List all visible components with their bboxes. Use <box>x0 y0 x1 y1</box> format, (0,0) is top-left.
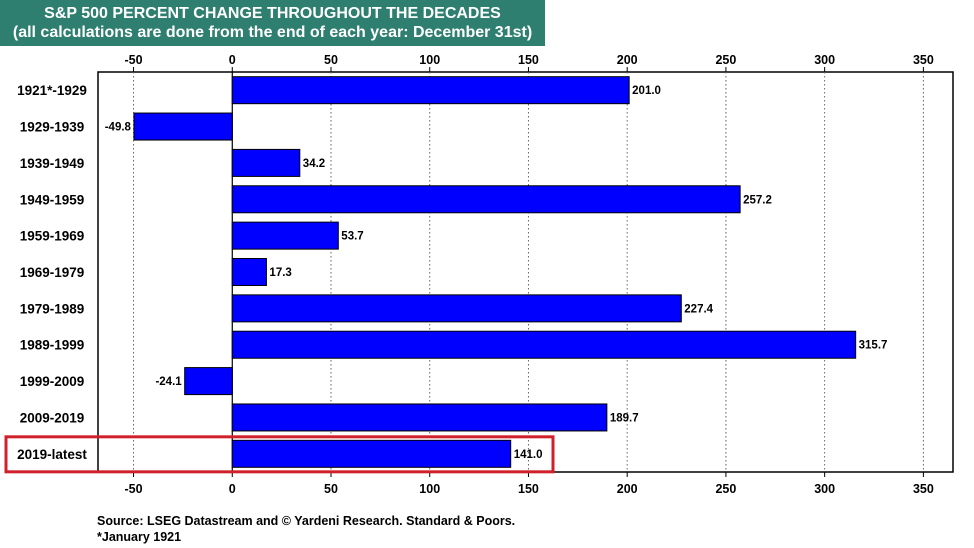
chart-title-box: S&P 500 PERCENT CHANGE THROUGHOUT THE DE… <box>0 0 545 46</box>
value-label: 53.7 <box>341 231 363 243</box>
category-label: 1939-1949 <box>20 156 85 171</box>
x-tick-label-bottom: 300 <box>814 482 835 496</box>
value-label: 17.3 <box>269 267 291 279</box>
x-tick-label-top: 250 <box>715 53 736 67</box>
x-tick-label-top: 350 <box>913 53 934 67</box>
value-label: 227.4 <box>684 303 713 315</box>
highlight-box <box>4 435 555 474</box>
value-label: 189.7 <box>610 412 639 424</box>
value-label: 315.7 <box>859 340 888 352</box>
source-note: Source: LSEG Datastream and © Yardeni Re… <box>97 514 516 528</box>
chart-subtitle: (all calculations are done from the end … <box>12 24 533 41</box>
category-label: 1979-1989 <box>20 301 85 316</box>
x-tick-label-top: 100 <box>419 53 440 67</box>
category-label: 1949-1959 <box>20 192 85 207</box>
chart-title: S&P 500 PERCENT CHANGE THROUGHOUT THE DE… <box>44 5 501 22</box>
bar <box>231 185 741 214</box>
x-tick-label-top: 300 <box>814 53 835 67</box>
value-label: -24.1 <box>155 376 182 388</box>
category-label: 1969-1979 <box>20 265 85 280</box>
value-label: 34.2 <box>303 158 325 170</box>
x-tick-label-bottom: -50 <box>125 482 143 496</box>
x-tick-label-bottom: 100 <box>419 482 440 496</box>
bar <box>231 403 608 432</box>
bar <box>231 258 267 286</box>
x-tick-label-bottom: 250 <box>715 482 736 496</box>
x-tick-label-top: 200 <box>617 53 638 67</box>
category-label: 1929-1939 <box>20 120 85 135</box>
x-tick-label-bottom: 200 <box>617 482 638 496</box>
category-label: 2019-latest <box>17 447 87 462</box>
category-label: 1959-1969 <box>20 229 85 244</box>
bar <box>231 148 301 177</box>
value-label: 257.2 <box>743 194 772 206</box>
x-tick-label-bottom: 150 <box>518 482 539 496</box>
x-tick-label-top: -50 <box>125 53 143 67</box>
value-label: 141.0 <box>514 449 543 461</box>
bar <box>231 221 339 250</box>
category-label: 1921*-1929 <box>17 83 87 98</box>
bar <box>184 367 233 396</box>
x-tick-label-top: 150 <box>518 53 539 67</box>
bar <box>231 76 630 105</box>
category-label: 1999-2009 <box>20 374 85 389</box>
footnote: *January 1921 <box>97 530 182 544</box>
value-label: -49.8 <box>105 122 132 134</box>
bar <box>133 112 233 141</box>
x-tick-label-bottom: 350 <box>913 482 934 496</box>
value-label: 201.0 <box>632 85 661 97</box>
x-tick-label-top: 50 <box>324 53 338 67</box>
category-label: 1989-1999 <box>20 338 85 353</box>
x-tick-label-bottom: 0 <box>229 482 236 496</box>
bar <box>231 330 857 359</box>
x-tick-label-top: 0 <box>229 53 236 67</box>
bar <box>231 294 682 323</box>
x-tick-label-bottom: 50 <box>324 482 338 496</box>
bar <box>231 439 512 468</box>
category-label: 2009-2019 <box>20 410 85 425</box>
